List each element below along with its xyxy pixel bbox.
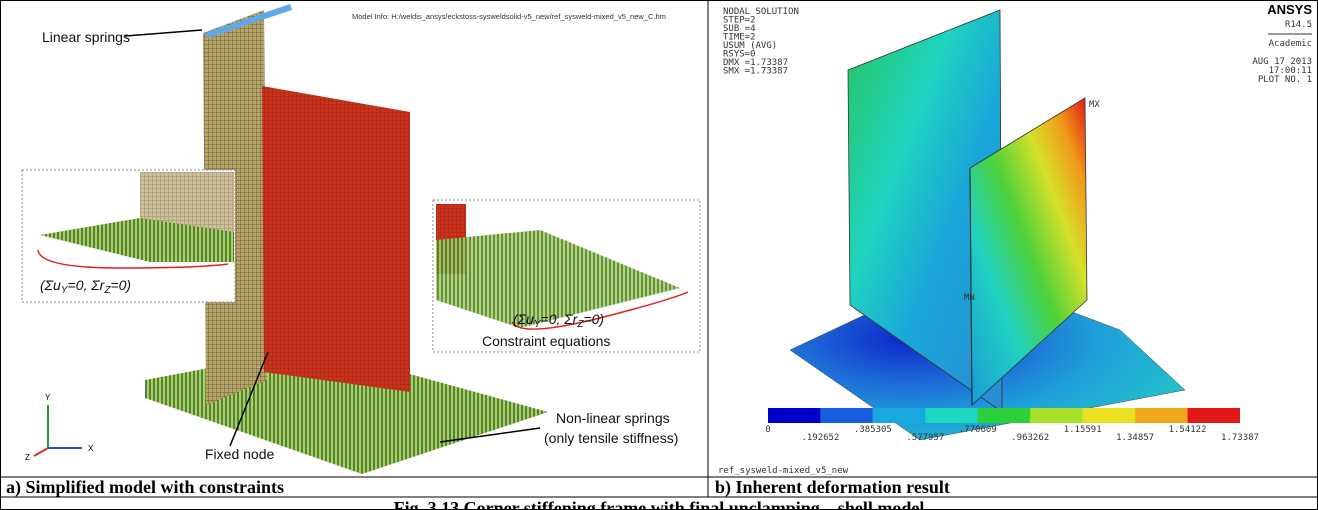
text: =0, Σr	[541, 311, 579, 327]
marker: MX	[1089, 100, 1100, 110]
legend-swatch	[1083, 408, 1135, 423]
legend-swatch	[925, 408, 977, 423]
legend-swatch	[1030, 408, 1082, 423]
text: =0, Σr	[68, 277, 106, 293]
legend-label: .577957	[906, 433, 944, 443]
pointer	[125, 30, 202, 36]
legend: 0 .192652 .385305 .577957 .770609 .963262 1.15…	[765, 408, 1259, 443]
marker: MN	[964, 293, 975, 303]
version: R14.5	[1285, 20, 1312, 30]
legend-swatch	[978, 408, 1030, 423]
axis-label: Y	[45, 393, 51, 402]
caption: b) Inherent deformation result	[715, 477, 950, 498]
figure-caption: Fig. 3.13 Corner stiffening frame with f…	[394, 498, 925, 510]
legend-label: 1.54122	[1169, 425, 1207, 435]
figure: Model Info: H:/weldis_ansys/eckstoss-sys…	[0, 0, 1318, 510]
text: (Σu	[40, 277, 61, 293]
legend-label: .385305	[854, 425, 892, 435]
footer: ref_sysweld-mixed_v5_new	[718, 466, 849, 476]
legend-label: 1.15591	[1064, 425, 1102, 435]
label: Linear springs	[42, 29, 130, 45]
legend-swatch	[768, 408, 820, 423]
label: Constraint equations	[482, 333, 610, 349]
caption: a) Simplified model with constraints	[6, 477, 284, 498]
legend-label: .963262	[1011, 433, 1049, 443]
legend-label: 0	[765, 425, 770, 435]
front-plate	[262, 86, 410, 392]
header-line: SMX =1.73387	[723, 67, 788, 77]
model-info: Model Info: H:/weldis_ansys/eckstoss-sys…	[352, 12, 666, 21]
legend-swatch	[820, 408, 872, 423]
axis-label: Z	[25, 453, 30, 462]
legend-label: .192652	[801, 433, 839, 443]
axis-label: X	[88, 444, 94, 453]
legend-label: 1.73387	[1221, 433, 1259, 443]
legend-label: 1.34857	[1116, 433, 1154, 443]
left-panel: Model Info: H:/weldis_ansys/eckstoss-sys…	[22, 4, 700, 474]
license: Academic	[1269, 39, 1312, 49]
brand: ANSYS	[1267, 2, 1312, 17]
axis	[34, 448, 48, 456]
label: Fixed node	[205, 446, 274, 462]
legend-label: .770609	[959, 425, 997, 435]
text: =0)	[583, 311, 604, 327]
text: =0)	[110, 277, 131, 293]
legend-swatch	[873, 408, 925, 423]
text: (Σu	[513, 311, 534, 327]
label: (only tensile stiffness)	[544, 430, 678, 446]
plot-no: PLOT NO. 1	[1258, 75, 1312, 85]
label: Non-linear springs	[556, 410, 670, 426]
legend-swatch	[1188, 408, 1240, 423]
legend-swatch	[1135, 408, 1187, 423]
